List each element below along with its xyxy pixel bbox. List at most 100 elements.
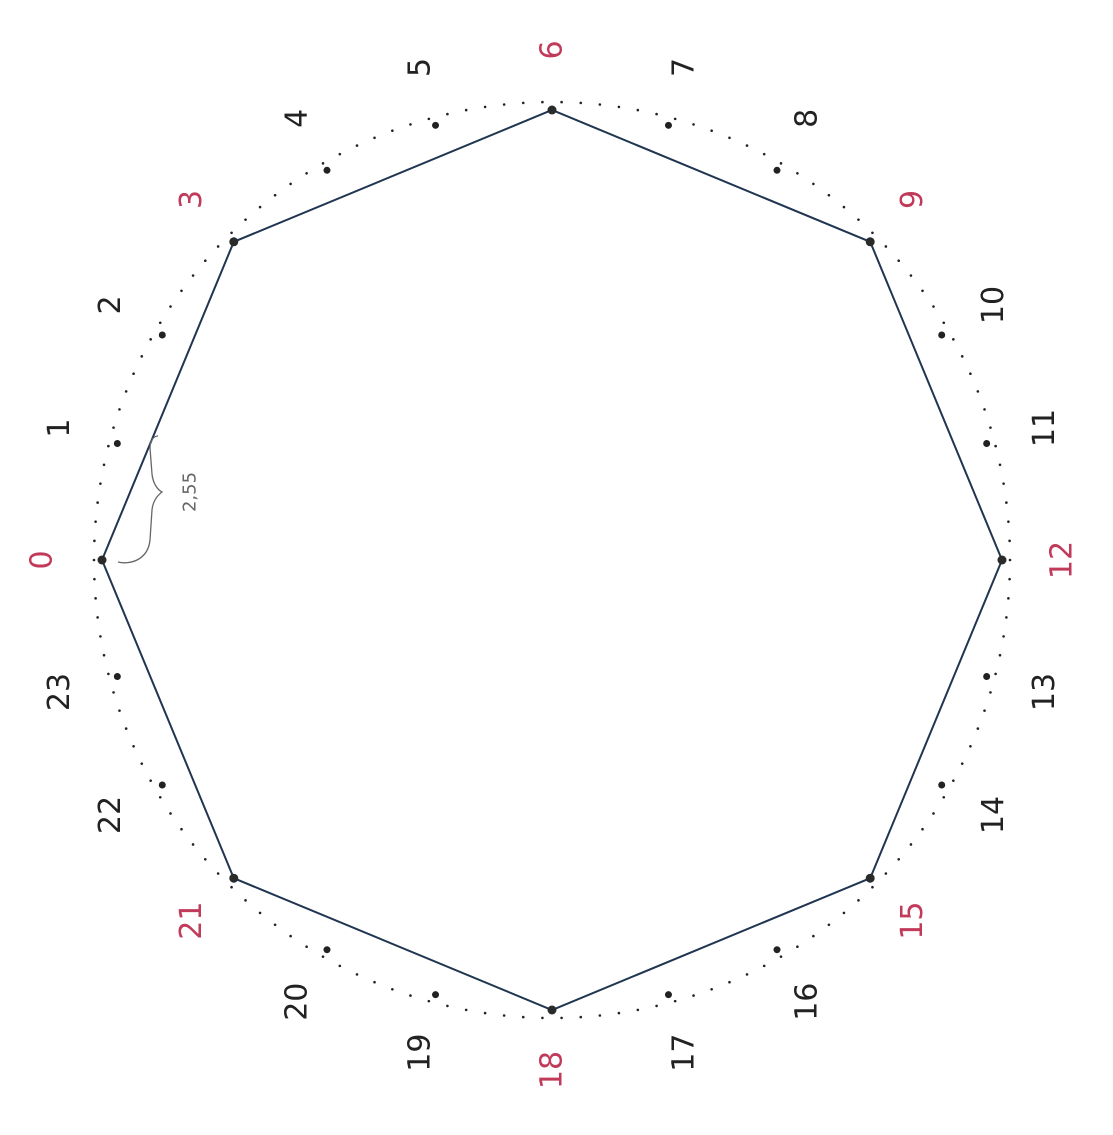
vertex-dots: [97, 105, 1007, 1015]
circle-dot: [857, 218, 860, 221]
circle-dot: [391, 129, 394, 133]
circle-dot: [149, 779, 152, 782]
circle-dot: [998, 463, 1002, 467]
circle-dot: [321, 955, 325, 958]
hour-label-23: 23: [42, 673, 77, 711]
tick-dot-22: [158, 781, 166, 789]
circle-dot: [427, 999, 431, 1003]
circle-dot: [107, 444, 110, 448]
hour-label-10: 10: [976, 286, 1011, 324]
circle-dot: [921, 827, 924, 831]
circle-dot: [942, 795, 946, 799]
circle-dot: [521, 101, 525, 105]
circle-dot: [796, 171, 799, 175]
circle-dot: [884, 872, 888, 875]
hour-label-9: 9: [895, 190, 930, 209]
circle-dot: [779, 955, 783, 958]
circle-dot: [102, 653, 106, 657]
hour-label-3: 3: [174, 190, 209, 209]
circle-dot: [96, 501, 99, 504]
circle-dot: [994, 672, 997, 676]
tick-dot-8: [773, 166, 781, 174]
circle-dot: [942, 321, 946, 325]
circle-dot: [745, 973, 749, 976]
circle-dot: [464, 1008, 468, 1012]
circle-dot: [132, 744, 135, 748]
circle-dot: [1002, 482, 1005, 485]
circle-dot: [107, 672, 110, 676]
circle-dot: [871, 231, 874, 235]
circle-dot: [598, 103, 602, 106]
circle-dot: [796, 945, 799, 949]
circle-dot: [871, 885, 874, 889]
circle-dot: [169, 305, 172, 308]
circle-dot: [655, 1004, 658, 1008]
circle-dot: [158, 321, 162, 325]
hour-label-6: 6: [535, 40, 570, 59]
circle-dot: [1002, 635, 1005, 638]
circle-dot: [579, 101, 583, 105]
circle-dot: [427, 117, 431, 121]
tick-dot-1: [113, 440, 121, 448]
circle-dot: [180, 827, 183, 831]
circle-dot: [932, 812, 935, 815]
circle-dot: [373, 980, 376, 984]
tick-dot-16: [773, 946, 781, 954]
hour-label-7: 7: [666, 58, 701, 77]
dotted-circle: [92, 100, 1012, 1020]
circle-dot: [92, 558, 96, 562]
circle-dot: [289, 934, 292, 938]
circle-dot: [203, 857, 207, 861]
tick-dot-4: [323, 166, 331, 174]
circle-dot: [321, 162, 325, 165]
circle-dot: [909, 274, 913, 277]
circle-dot: [93, 577, 96, 581]
tick-dot-5: [432, 121, 440, 129]
hour-label-20: 20: [279, 983, 314, 1021]
hour-label-17: 17: [667, 1034, 702, 1072]
circle-dot: [617, 1011, 621, 1015]
circle-dot: [1008, 539, 1011, 543]
octagon-polygon: [100, 108, 1004, 1012]
circle-dot: [728, 136, 731, 140]
circle-dot: [998, 653, 1002, 657]
circle-dot: [541, 1016, 544, 1020]
hour-label-18: 18: [535, 1051, 570, 1089]
circle-dot: [483, 1011, 487, 1015]
hour-label-14: 14: [976, 796, 1011, 834]
circle-dot: [230, 885, 233, 889]
circle-dot: [409, 123, 412, 126]
circle-dot: [762, 152, 766, 156]
circle-dot: [289, 182, 292, 186]
circle-dot: [118, 709, 121, 712]
circle-dot: [1008, 558, 1012, 562]
circle-dot: [94, 520, 97, 523]
hour-label-22: 22: [93, 796, 128, 834]
vertex-dot-9: [865, 237, 875, 247]
circle-dot: [140, 355, 144, 358]
circle-dot: [842, 911, 846, 915]
annotation-text: 2,55: [180, 472, 201, 512]
annotation-brace: [117, 435, 164, 564]
circle-dot: [673, 117, 677, 121]
circle-dot: [521, 1015, 525, 1019]
circle-dot: [857, 899, 860, 902]
circle-dot: [989, 691, 992, 694]
circle-dot: [124, 390, 128, 393]
circle-dot: [909, 843, 913, 846]
vertex-dot-12: [997, 555, 1007, 565]
circle-dot: [779, 162, 783, 165]
circle-dot: [99, 482, 102, 485]
circle-dot: [191, 843, 195, 846]
tick-dot-14: [938, 781, 946, 789]
hour-label-0: 0: [25, 550, 60, 569]
circle-dot: [191, 274, 195, 277]
circle-dot: [230, 231, 233, 235]
tick-dot-17: [664, 991, 672, 999]
circle-dot: [1007, 520, 1010, 523]
tick-dot-23: [113, 672, 121, 680]
circle-dot: [636, 1008, 640, 1012]
circle-dot: [952, 779, 955, 782]
